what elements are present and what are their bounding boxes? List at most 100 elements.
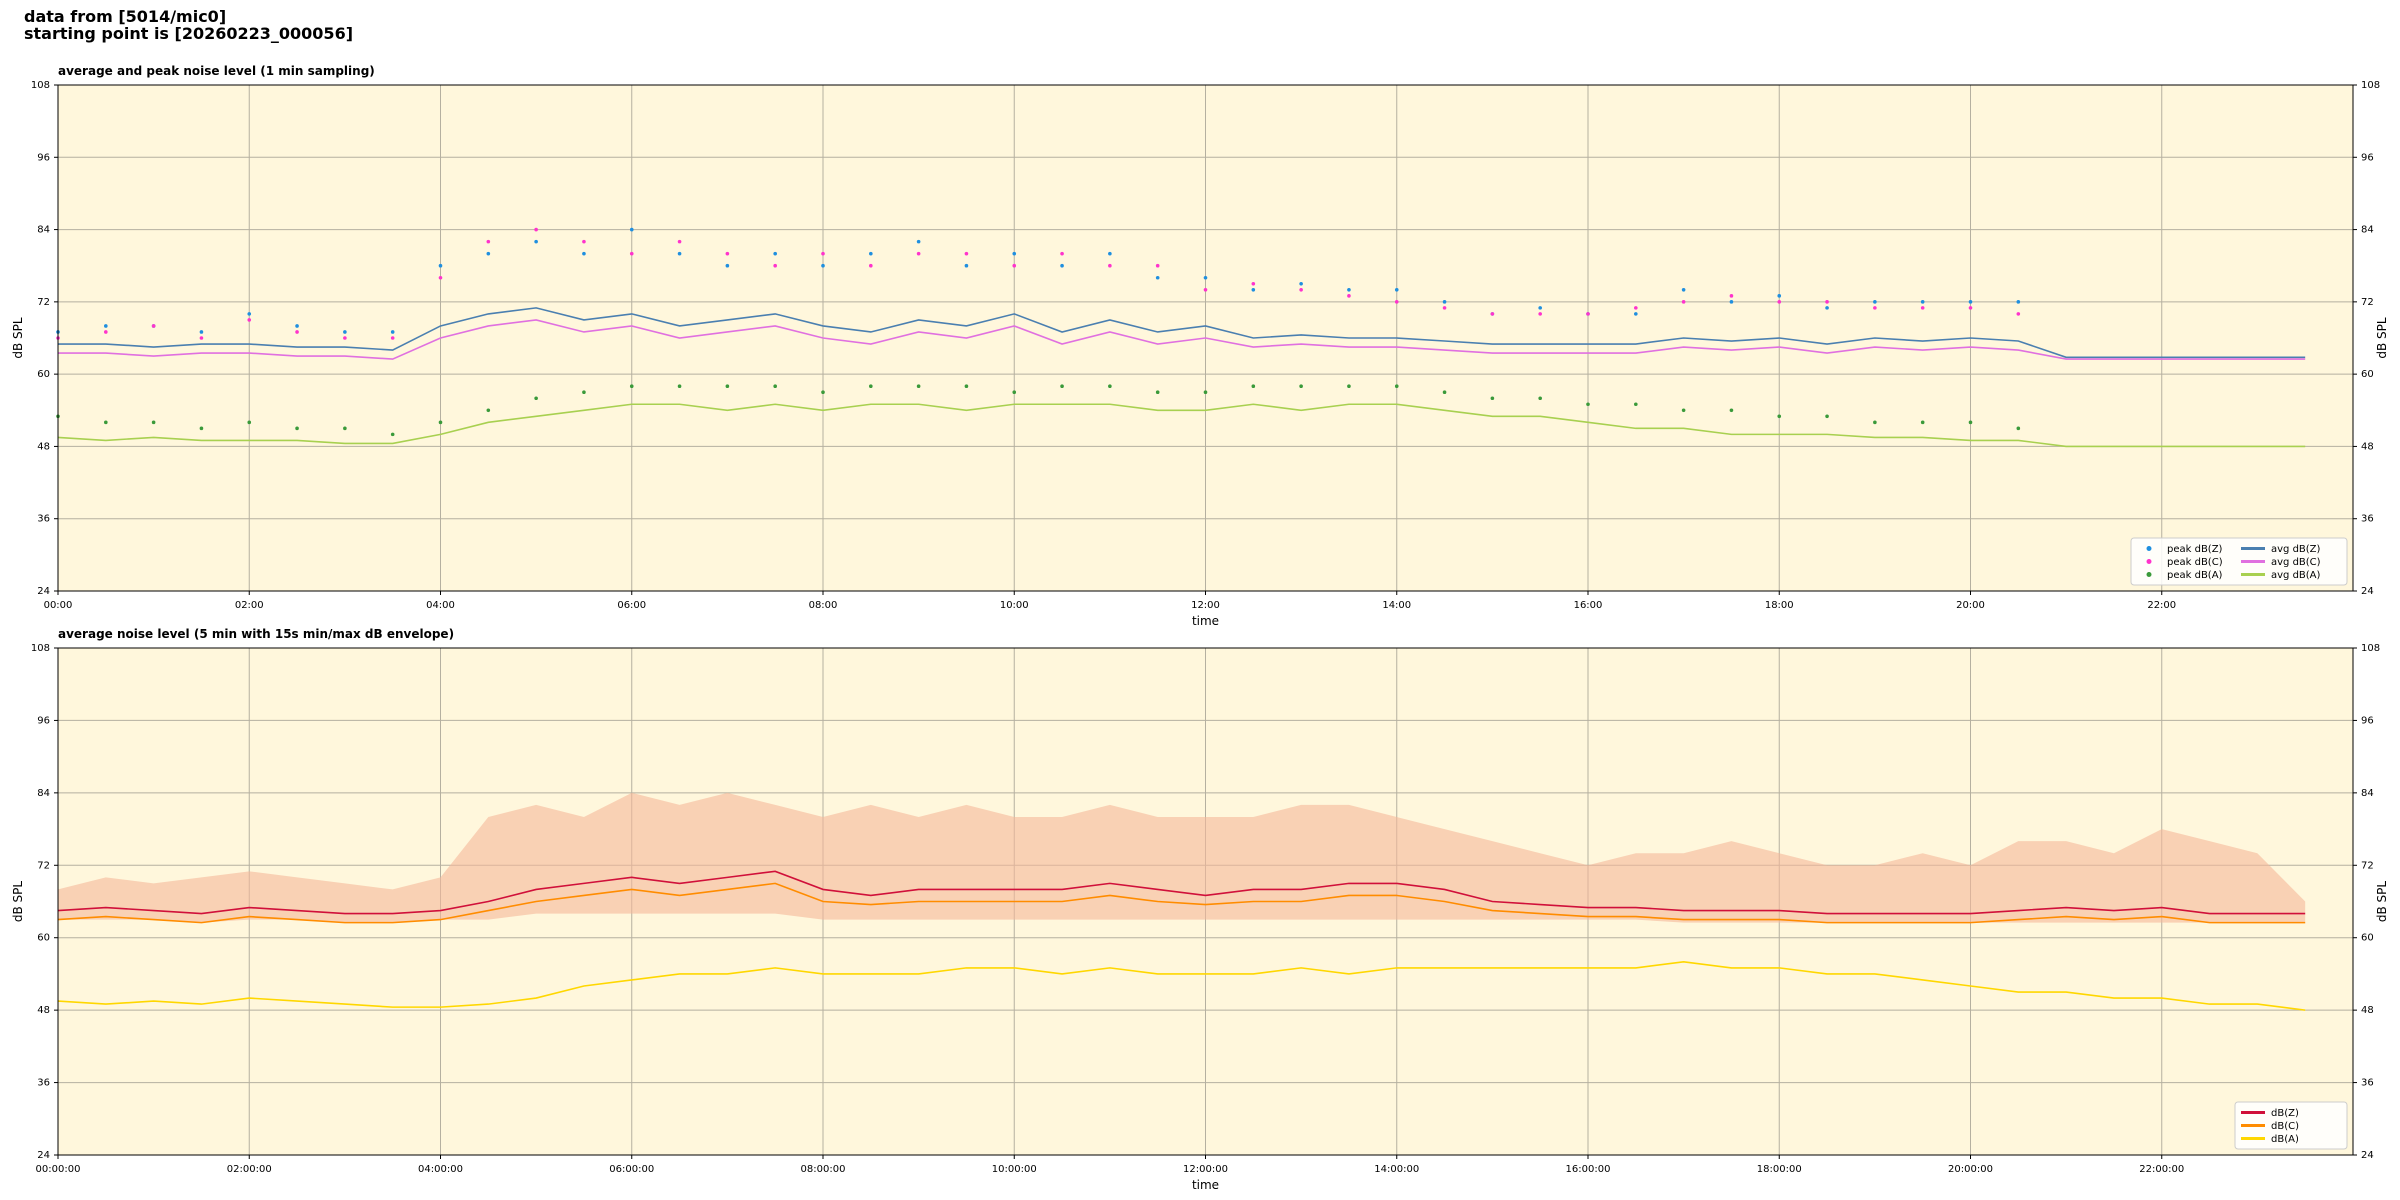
series-line bbox=[57, 882, 2306, 924]
series-line bbox=[57, 870, 2306, 915]
y-tick-label: 96 bbox=[37, 715, 50, 726]
peak-dot bbox=[629, 227, 634, 232]
peak-dot bbox=[1394, 288, 1399, 292]
y-tick-label: 48 bbox=[37, 441, 50, 452]
series-line bbox=[57, 961, 2306, 1011]
peak-dot bbox=[1490, 396, 1495, 401]
peak-dot bbox=[390, 336, 395, 340]
y-tick-label: 72 bbox=[37, 297, 50, 308]
x-tick-label: 20:00 bbox=[1956, 600, 1985, 611]
legend-label: avg dB(C) bbox=[2271, 557, 2321, 568]
peak-dot bbox=[1968, 420, 1973, 425]
peak-dot bbox=[1299, 384, 1303, 388]
peak-dot bbox=[486, 408, 491, 413]
series-line bbox=[57, 403, 2306, 448]
peak-dot bbox=[151, 420, 156, 425]
peak-dot bbox=[438, 420, 443, 425]
peak-dot bbox=[773, 384, 777, 388]
y-tick-label: 96 bbox=[2361, 152, 2374, 163]
peak-dot bbox=[821, 390, 825, 395]
peak-dot bbox=[295, 330, 299, 334]
peak-dot bbox=[1060, 384, 1064, 388]
legend-label: dB(A) bbox=[2271, 1134, 2299, 1145]
peak-dot bbox=[1203, 390, 1208, 395]
peak-dot bbox=[1299, 288, 1303, 292]
peak-dot bbox=[534, 396, 538, 401]
peak-dot bbox=[582, 239, 586, 244]
chart-title: average and peak noise level (1 min samp… bbox=[58, 64, 375, 78]
x-tick-label: 20:00:00 bbox=[1948, 1164, 1993, 1175]
peak-dot bbox=[1538, 306, 1542, 310]
peak-dot bbox=[629, 384, 634, 388]
peak-dot bbox=[199, 336, 204, 340]
y-tick-label: 60 bbox=[37, 933, 50, 944]
peak-dot bbox=[295, 324, 299, 328]
y-tick-label: 96 bbox=[2361, 715, 2374, 726]
peak-dot bbox=[869, 263, 873, 268]
y-tick-label: 72 bbox=[2361, 860, 2374, 871]
x-axis-label: time bbox=[1192, 614, 1219, 628]
x-tick-label: 12:00:00 bbox=[1183, 1164, 1228, 1175]
peak-dot bbox=[916, 384, 921, 388]
peak-dot bbox=[1538, 312, 1542, 316]
header-line: starting point is [20260223_000056] bbox=[24, 24, 353, 43]
peak-dot bbox=[1873, 420, 1877, 425]
peak-dot bbox=[1203, 288, 1208, 292]
peak-dot bbox=[1299, 281, 1303, 286]
y-tick-label: 36 bbox=[2361, 514, 2374, 525]
peak-dot bbox=[438, 263, 443, 268]
y-axis-label: dB SPL bbox=[11, 317, 25, 359]
peak-dot bbox=[1155, 390, 1160, 395]
peak-dot bbox=[1490, 312, 1495, 316]
peak-dot bbox=[1873, 300, 1877, 304]
peak-dot bbox=[1825, 414, 1829, 419]
x-tick-label: 16:00 bbox=[1574, 600, 1603, 611]
peak-dot bbox=[199, 426, 204, 431]
x-tick-label: 00:00 bbox=[44, 600, 73, 611]
series-line bbox=[58, 319, 2306, 360]
peak-dot bbox=[390, 432, 395, 437]
peak-dot bbox=[1681, 408, 1686, 413]
peak-dot bbox=[1586, 312, 1590, 316]
legend-marker bbox=[2146, 559, 2152, 564]
peak-dot bbox=[1060, 263, 1064, 268]
legend-marker bbox=[2146, 572, 2152, 577]
y-tick-label: 60 bbox=[2361, 369, 2374, 380]
y-tick-label: 84 bbox=[37, 788, 50, 799]
peak-dot bbox=[1347, 294, 1351, 298]
y-tick-label: 108 bbox=[31, 80, 50, 91]
peak-dot bbox=[1681, 288, 1686, 292]
peak-dot bbox=[916, 239, 921, 244]
peak-dot bbox=[104, 420, 108, 425]
peak-dot bbox=[1681, 300, 1686, 304]
y-tick-label: 84 bbox=[37, 225, 50, 236]
peak-dot bbox=[1251, 281, 1256, 286]
x-tick-label: 14:00 bbox=[1382, 600, 1411, 611]
legend-label: dB(Z) bbox=[2271, 1108, 2299, 1119]
peak-dot bbox=[1394, 384, 1399, 388]
legend-label: avg dB(A) bbox=[2271, 570, 2321, 581]
x-tick-label: 10:00 bbox=[1000, 600, 1029, 611]
peak-dot bbox=[1777, 300, 1782, 304]
peak-dot bbox=[1203, 275, 1208, 280]
peak-dot bbox=[2016, 300, 2021, 304]
peak-dot bbox=[582, 251, 586, 256]
peak-dot bbox=[1729, 294, 1734, 298]
chart: 24 24 36 36 48 48 60 60 72 72 84 84 96 96 108 108 00:00 0… bbox=[11, 64, 2389, 628]
peak-dot bbox=[725, 384, 730, 388]
peak-dot bbox=[343, 426, 347, 431]
peak-dot bbox=[151, 324, 156, 328]
y-axis-label: dB SPL bbox=[2375, 317, 2389, 359]
y-tick-label: 60 bbox=[37, 369, 50, 380]
peak-dot bbox=[1347, 384, 1351, 388]
peak-dot bbox=[964, 384, 969, 388]
legend-label: dB(C) bbox=[2271, 1121, 2299, 1132]
peak-dot bbox=[1873, 306, 1877, 310]
peak-dot bbox=[486, 239, 491, 244]
x-tick-label: 18:00:00 bbox=[1757, 1164, 1802, 1175]
peak-dot bbox=[2016, 312, 2021, 316]
peak-dot bbox=[1155, 275, 1160, 280]
y-tick-label: 24 bbox=[2361, 1150, 2374, 1161]
x-tick-label: 18:00 bbox=[1765, 600, 1794, 611]
y-tick-label: 96 bbox=[37, 152, 50, 163]
